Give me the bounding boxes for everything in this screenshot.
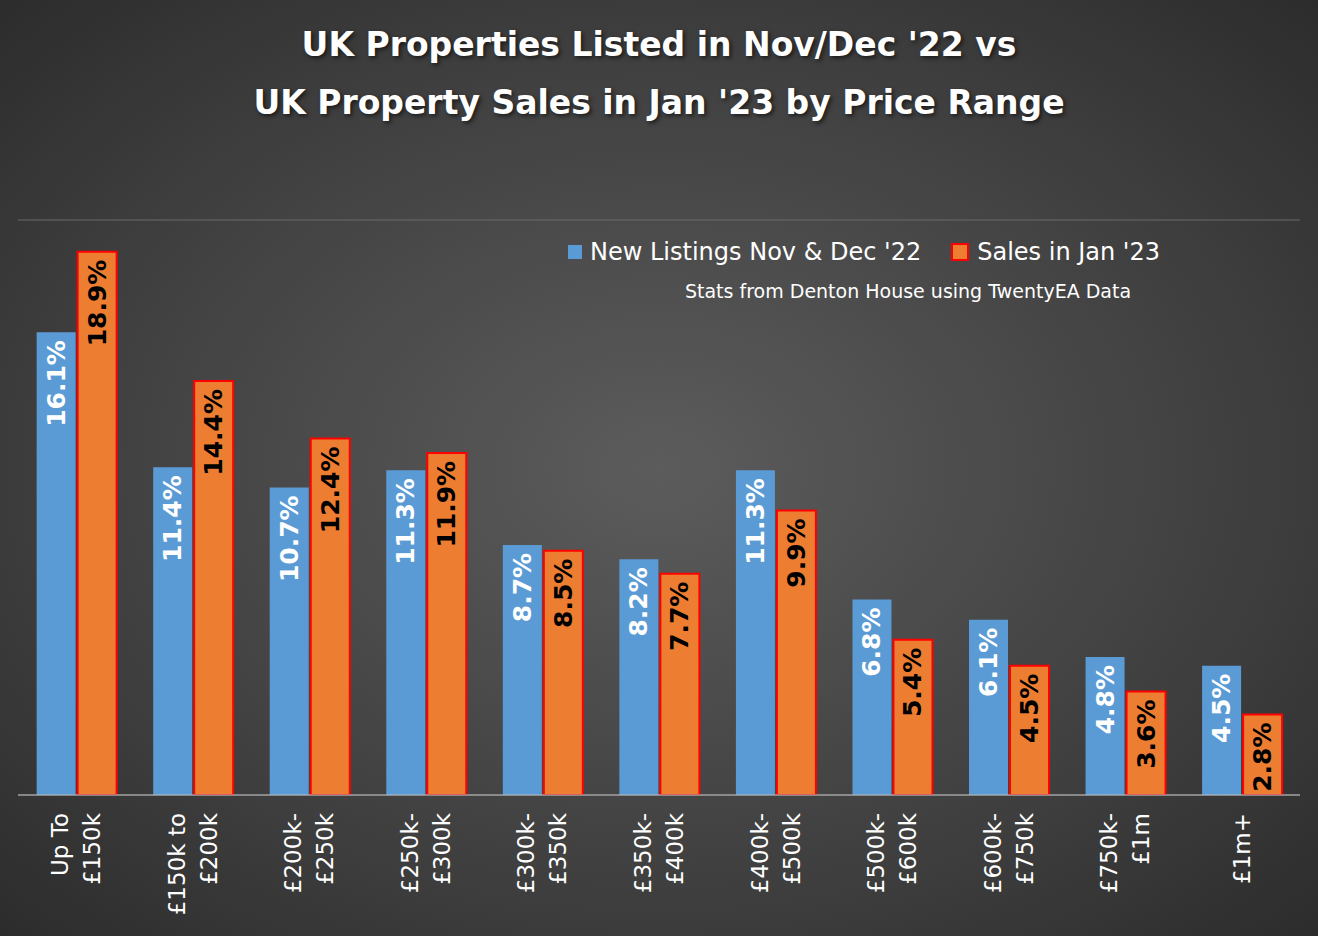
svg-text:Up To: Up To	[47, 813, 73, 876]
svg-text:8.5%: 8.5%	[549, 559, 578, 628]
svg-text:2.8%: 2.8%	[1248, 723, 1277, 792]
svg-text:11.9%: 11.9%	[432, 461, 461, 548]
svg-text:£750k-: £750k-	[1096, 813, 1122, 893]
svg-text:14.4%: 14.4%	[199, 389, 228, 476]
svg-text:£600k: £600k	[895, 812, 921, 885]
svg-text:16.1%: 16.1%	[42, 340, 71, 427]
svg-text:£400k-: £400k-	[747, 813, 773, 893]
svg-text:£400k: £400k	[662, 812, 688, 885]
html-text:UK Properties Listed in Nov/De: UK Properties Listed in Nov/Dec '22 vs	[301, 25, 1017, 64]
svg-text:4.5%: 4.5%	[1015, 674, 1044, 743]
svg-text:£500k-: £500k-	[863, 813, 889, 893]
svg-text:4.5%: 4.5%	[1207, 674, 1236, 743]
svg-text:8.7%: 8.7%	[508, 553, 537, 622]
svg-text:£500k: £500k	[779, 812, 805, 885]
svg-text:£150k to: £150k to	[164, 813, 190, 915]
svg-text:11.3%: 11.3%	[741, 478, 770, 565]
svg-text:7.7%: 7.7%	[665, 582, 694, 651]
html-text:New Listings Nov & Dec '22: New Listings Nov & Dec '22	[590, 238, 922, 266]
svg-text:3.6%: 3.6%	[1132, 700, 1161, 769]
svg-text:£350k: £350k	[545, 812, 571, 885]
svg-text:£600k-: £600k-	[980, 813, 1006, 893]
html-text:Stats from Denton House using: Stats from Denton House using TwentyEA D…	[685, 280, 1131, 302]
svg-text:11.4%: 11.4%	[158, 475, 187, 562]
svg-text:4.8%: 4.8%	[1091, 665, 1120, 734]
svg-text:£200k: £200k	[196, 812, 222, 885]
svg-text:£1m+: £1m+	[1229, 813, 1255, 884]
svg-text:6.1%: 6.1%	[974, 628, 1003, 697]
html-text:UK Property Sales in Jan '23 b: UK Property Sales in Jan '23 by Price Ra…	[253, 83, 1065, 122]
svg-text:£150k: £150k	[79, 812, 105, 885]
svg-text:£300k-: £300k-	[513, 813, 539, 893]
svg-text:£1m: £1m	[1128, 813, 1154, 865]
svg-text:£250k: £250k	[312, 812, 338, 885]
svg-text:10.7%: 10.7%	[275, 495, 304, 582]
svg-text:£250k-: £250k-	[397, 813, 423, 893]
svg-text:8.2%: 8.2%	[624, 567, 653, 636]
svg-text:6.8%: 6.8%	[857, 608, 886, 677]
svg-text:£350k-: £350k-	[630, 813, 656, 893]
svg-text:18.9%: 18.9%	[83, 260, 112, 347]
html-text:Sales in Jan '23: Sales in Jan '23	[977, 238, 1160, 266]
svg-text:£200k-: £200k-	[280, 813, 306, 893]
svg-text:£750k: £750k	[1012, 812, 1038, 885]
svg-text:11.3%: 11.3%	[391, 478, 420, 565]
svg-text:12.4%: 12.4%	[316, 447, 345, 534]
svg-text:£300k: £300k	[429, 812, 455, 885]
svg-text:9.9%: 9.9%	[782, 518, 811, 587]
svg-text:5.4%: 5.4%	[898, 648, 927, 717]
